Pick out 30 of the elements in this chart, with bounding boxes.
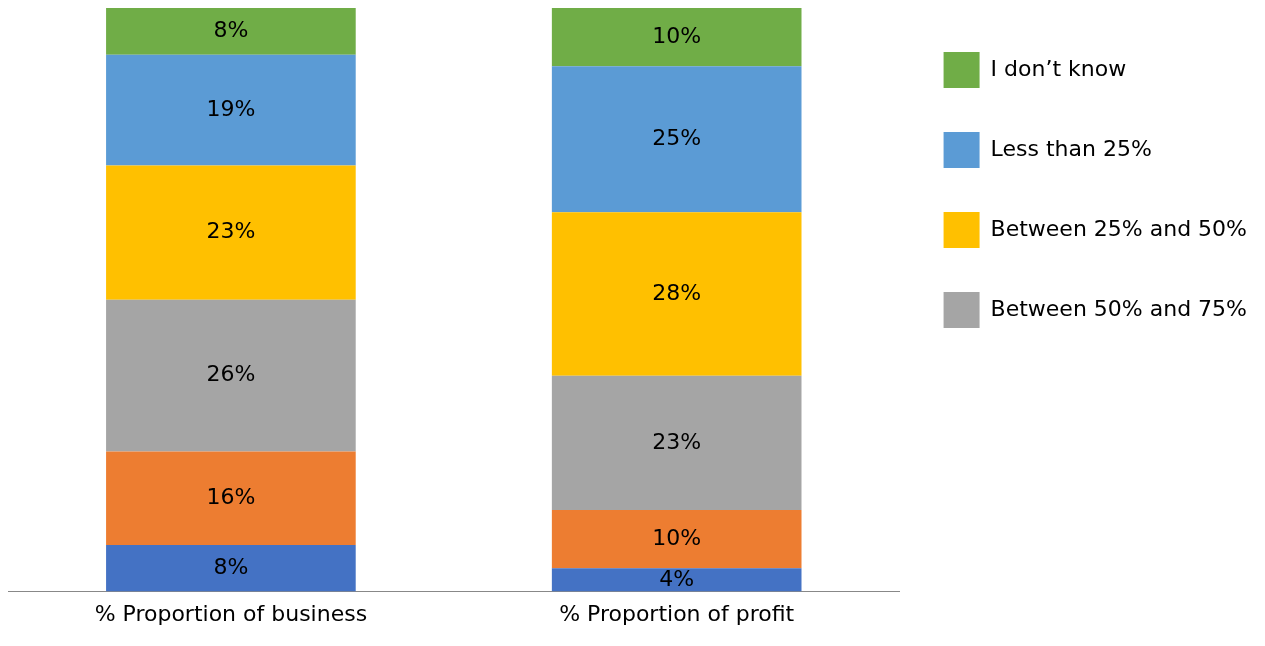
data-label: 10%: [652, 524, 702, 550]
data-label: 16%: [206, 483, 256, 509]
bar: [551, 212, 802, 376]
bar: [551, 66, 802, 213]
bar: [551, 568, 802, 592]
data-label: 8%: [213, 553, 249, 579]
data-label: 10%: [652, 22, 702, 48]
data-label: 23%: [652, 428, 702, 454]
legend-label: Between 50% and 75%: [990, 295, 1248, 321]
bar: [106, 299, 356, 452]
bar: [106, 544, 356, 592]
data-label: 8%: [213, 17, 249, 43]
data-label: 28%: [652, 279, 702, 305]
legend-label: I don’t know: [990, 55, 1127, 81]
data-label: 25%: [652, 125, 702, 151]
bar: [551, 8, 802, 67]
bar: [551, 375, 802, 510]
data-label: 19%: [206, 95, 256, 121]
x-tick-label: % Proportion of business: [94, 600, 368, 626]
bar: [106, 8, 356, 55]
data-label: 23%: [206, 218, 256, 244]
legend-label: Less than 25%: [990, 135, 1152, 161]
bar: [106, 54, 356, 166]
bar: [551, 509, 802, 569]
data-label: 4%: [659, 565, 695, 591]
legend-label: Between 25% and 50%: [990, 215, 1248, 241]
data-label: 26%: [206, 361, 256, 387]
bar: [106, 165, 356, 300]
x-tick-label: % Proportion of profit: [559, 600, 795, 626]
bar: [106, 451, 356, 545]
